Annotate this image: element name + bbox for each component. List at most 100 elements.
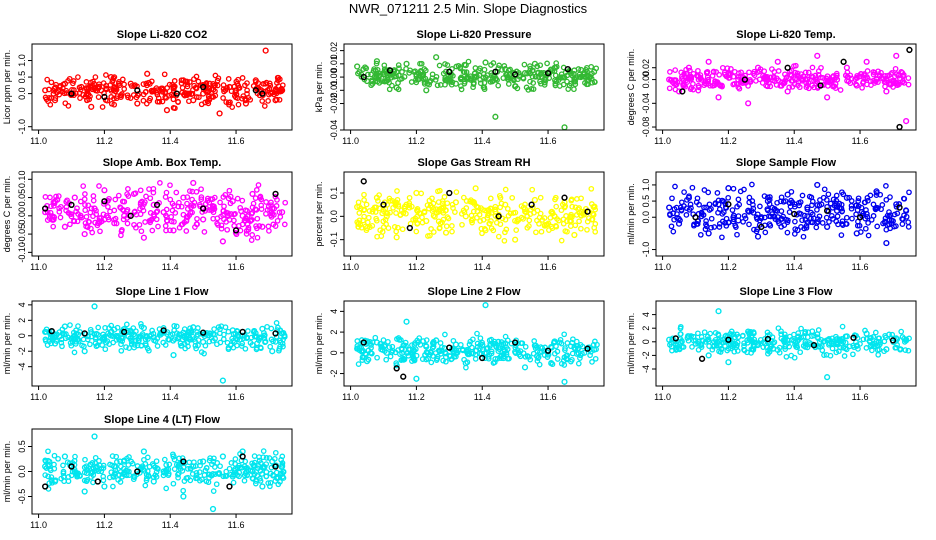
- highlight-point: [856, 214, 864, 221]
- scatter-point: [677, 331, 684, 337]
- scatter-point: [503, 226, 510, 233]
- scatter-point: [64, 197, 70, 204]
- scatter-point: [581, 211, 587, 218]
- x-tick-label: 11.0: [342, 392, 359, 402]
- scatter-point: [887, 212, 894, 219]
- scatter-point: [833, 349, 840, 356]
- scatter-point: [574, 196, 580, 202]
- scatter-point: [401, 73, 408, 80]
- scatter-point: [905, 81, 912, 88]
- scatter-point: [564, 78, 570, 85]
- scatter-point: [277, 337, 283, 344]
- scatter-point: [275, 324, 281, 331]
- scatter-point: [423, 342, 429, 349]
- scatter-point: [864, 75, 871, 82]
- scatter-point: [371, 73, 378, 80]
- data-point: [354, 63, 361, 70]
- highlight-point: [544, 347, 552, 354]
- scatter-point: [823, 214, 830, 221]
- scatter-point: [171, 78, 178, 84]
- scatter-point: [48, 474, 55, 480]
- x-tick-label: 11.0: [30, 520, 47, 530]
- scatter-point: [416, 72, 422, 79]
- scatter-point: [808, 194, 815, 201]
- scatter-point: [193, 470, 200, 476]
- scatter-point: [668, 340, 675, 346]
- scatter-point: [442, 331, 448, 338]
- scatter-point: [529, 186, 536, 193]
- scatter-point: [468, 212, 475, 219]
- scatter-point: [243, 215, 249, 221]
- scatter-point: [113, 220, 120, 227]
- scatter-point: [592, 355, 599, 362]
- scatter-point: [272, 193, 279, 200]
- scatter-point: [171, 466, 178, 472]
- data-point: [433, 54, 440, 61]
- scatter-point: [85, 202, 92, 209]
- scatter-point: [241, 477, 248, 484]
- scatter-point: [470, 84, 476, 91]
- scatter-point: [562, 203, 569, 210]
- highlight-point: [134, 468, 141, 475]
- scatter-point: [214, 341, 220, 348]
- scatter-point: [588, 75, 595, 82]
- scatter-point: [730, 214, 737, 221]
- scatter-point: [425, 233, 431, 239]
- scatter-point: [494, 214, 501, 221]
- scatter-point: [363, 227, 370, 234]
- panel-title: Slope Line 2 Flow: [428, 286, 521, 298]
- scatter-point: [58, 475, 65, 482]
- scatter-point: [99, 104, 106, 110]
- plot-frame: [343, 171, 605, 257]
- highlight-point: [153, 201, 161, 209]
- scatter-point: [56, 205, 62, 212]
- scatter-point: [430, 229, 437, 235]
- x-tick-label: 11.6: [852, 392, 869, 402]
- scatter-point: [558, 207, 565, 214]
- scatter-point: [535, 354, 542, 361]
- scatter-point: [189, 188, 196, 195]
- scatter-point: [760, 339, 767, 346]
- scatter-point: [688, 333, 694, 339]
- scatter-point: [377, 341, 384, 347]
- scatter-point: [72, 453, 78, 460]
- scatter-point: [479, 342, 486, 348]
- points-layer: [666, 181, 912, 247]
- scatter-point: [666, 85, 673, 92]
- scatter-point: [515, 217, 522, 224]
- scatter-point: [704, 333, 711, 340]
- scatter-point: [106, 341, 113, 347]
- scatter-point: [449, 201, 456, 208]
- y-axis-label: ml/min per min.: [626, 313, 636, 375]
- scatter-point: [684, 197, 690, 203]
- scatter-point: [201, 472, 208, 478]
- scatter-point: [77, 473, 83, 479]
- scatter-point: [849, 215, 855, 222]
- scatter-point: [787, 203, 794, 210]
- scatter-point: [463, 348, 470, 355]
- scatter-point: [279, 460, 286, 466]
- points-layer: [42, 179, 289, 245]
- scatter-point: [132, 333, 138, 339]
- scatter-point: [893, 223, 899, 229]
- scatter-point: [72, 341, 79, 347]
- scatter-point: [848, 75, 855, 82]
- scatter-point: [406, 194, 413, 201]
- data-point: [180, 493, 187, 500]
- panel-3: Slope Li-820 Temp. degrees C per min. 11.0…: [626, 29, 917, 146]
- x-tick-label: 11.6: [228, 136, 245, 146]
- scatter-point: [710, 68, 717, 75]
- scatter-point: [877, 73, 883, 79]
- scatter-point: [51, 200, 58, 207]
- scatter-point: [238, 208, 244, 215]
- scatter-point: [43, 328, 49, 335]
- scatter-point: [575, 66, 582, 72]
- data-point: [814, 52, 821, 59]
- scatter-point: [193, 345, 199, 352]
- panel-title: Slope Line 1 Flow: [116, 286, 209, 298]
- scatter-point: [386, 344, 393, 351]
- data-point: [824, 223, 831, 231]
- scatter-point: [178, 80, 185, 87]
- x-tick-label: 11.4: [162, 262, 179, 272]
- scatter-point: [249, 232, 256, 238]
